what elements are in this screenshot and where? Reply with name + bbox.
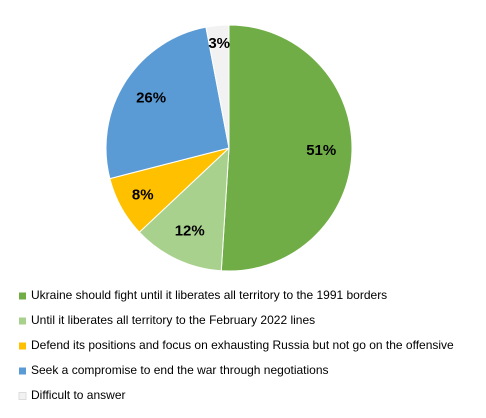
legend-swatch [19,317,26,325]
legend-swatch [18,392,27,400]
data-label: 3% [208,35,230,52]
pie-slice [105,26,230,180]
pie-slice [205,24,230,149]
legend-label: Difficult to answer [31,388,125,402]
legend-swatch [19,367,26,375]
data-label: 8% [132,186,154,203]
legend-label: Seek a compromise to end the war through… [31,363,329,377]
legend-swatch [19,292,26,300]
legend-label: Defend its positions and focus on exhaus… [31,338,454,352]
pie-slice [138,146,230,272]
data-label: 26% [136,90,166,107]
legend-label: Until it liberates all territory to the … [31,313,315,327]
legend-label: Ukraine should fight until it liberates … [31,288,387,302]
pie-slice [220,24,353,272]
legend-swatch [19,342,26,350]
data-label: 12% [175,222,205,239]
data-label: 51% [306,142,336,159]
